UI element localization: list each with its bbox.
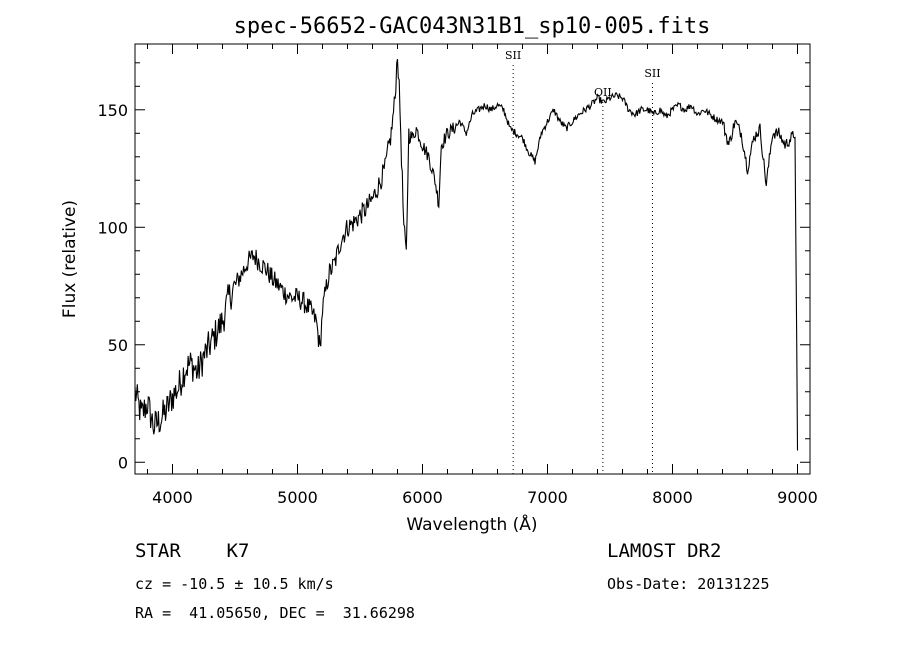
spectral-line-label: SII — [505, 49, 521, 62]
y-tick-label: 150 — [97, 101, 128, 120]
x-tick-label: 9000 — [777, 488, 818, 507]
x-tick-label: 7000 — [527, 488, 568, 507]
x-tick-label: 8000 — [652, 488, 693, 507]
y-tick-label: 0 — [118, 453, 128, 472]
axis-tick-labels: 4000 5000 6000 7000 8000 9000 0 50 100 150 — [97, 101, 817, 507]
y-tick-label: 100 — [97, 218, 128, 237]
object-type: STAR K7 — [135, 540, 250, 562]
y-tick-label: 50 — [108, 336, 128, 355]
coordinates: RA = 41.05650, DEC = 31.66298 — [135, 604, 415, 622]
plot-frame — [134, 43, 811, 475]
survey-source: LAMOST DR2 — [607, 540, 722, 562]
x-axis-label: Wavelength (Å) — [406, 513, 537, 535]
redshift-velocity: cz = -10.5 ± 10.5 km/s — [135, 575, 334, 593]
y-axis-label: Flux (relative) — [60, 200, 80, 318]
axis-ticks — [135, 44, 810, 474]
x-tick-label: 4000 — [152, 488, 193, 507]
x-tick-label: 6000 — [402, 488, 443, 507]
spectrum-line — [134, 58, 799, 451]
observation-date: Obs-Date: 20131225 — [607, 575, 770, 593]
chart-title: spec-56652-GAC043N31B1_sp10-005.fits — [234, 14, 711, 39]
x-tick-label: 5000 — [277, 488, 318, 507]
spectral-line-label: SII — [644, 67, 660, 80]
